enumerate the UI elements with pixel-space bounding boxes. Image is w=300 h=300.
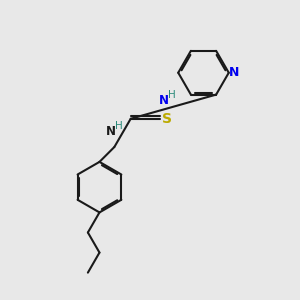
Text: N: N: [229, 66, 239, 79]
Text: H: H: [168, 90, 176, 100]
Text: H: H: [115, 122, 123, 131]
Text: S: S: [162, 112, 172, 126]
Text: N: N: [106, 125, 116, 138]
Text: N: N: [159, 94, 169, 107]
